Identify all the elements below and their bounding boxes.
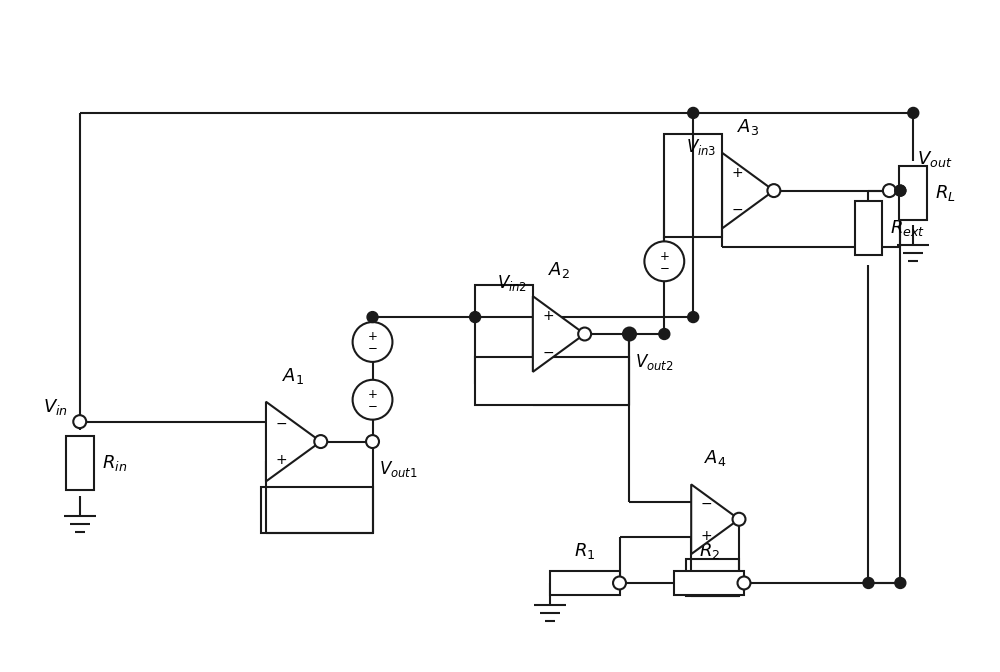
Circle shape [644,241,684,281]
Text: −: − [659,262,669,275]
Text: $R_{in}$: $R_{in}$ [102,453,127,473]
Text: $-$: $-$ [731,202,743,216]
Text: $R_1$: $R_1$ [574,541,595,561]
Text: $V_{in3}$: $V_{in3}$ [686,136,716,157]
Text: +: + [659,250,669,263]
Bar [686,559,739,596]
Circle shape [578,327,591,341]
Text: $+$: $+$ [700,529,712,542]
Text: −: − [368,401,377,413]
Polygon shape [266,402,321,481]
Circle shape [688,312,699,323]
Text: +: + [368,388,377,401]
Circle shape [470,312,481,323]
Text: $V_{in}$: $V_{in}$ [43,396,68,417]
Text: $+$: $+$ [542,309,554,323]
Circle shape [895,185,906,196]
Text: −: − [368,343,377,355]
Circle shape [688,108,699,118]
Text: $R_2$: $R_2$ [699,541,720,561]
Text: $A_3$: $A_3$ [737,117,759,137]
Circle shape [767,184,780,197]
Polygon shape [691,485,739,554]
Bar [66,435,94,491]
Circle shape [659,329,670,339]
Circle shape [883,184,896,197]
Text: $V_{out}$: $V_{out}$ [917,149,953,169]
Circle shape [863,577,874,589]
Circle shape [908,108,919,118]
Text: $+$: $+$ [275,454,287,467]
Circle shape [353,322,392,362]
Text: $-$: $-$ [275,416,287,430]
Bar [475,357,629,405]
Text: $+$: $+$ [731,166,743,180]
Circle shape [613,577,626,589]
Circle shape [314,435,327,448]
Bar [674,571,744,595]
Circle shape [733,513,745,526]
Text: $-$: $-$ [542,345,554,359]
Bar [261,487,373,533]
Circle shape [366,435,379,448]
Text: $V_{in2}$: $V_{in2}$ [497,274,527,293]
Text: $A_4$: $A_4$ [704,448,726,468]
Text: $R_L$: $R_L$ [935,183,956,203]
Circle shape [367,312,378,323]
Text: +: + [368,331,377,343]
Bar [855,200,882,255]
Text: $R_{ext}$: $R_{ext}$ [890,218,925,238]
Text: $V_{out2}$: $V_{out2}$ [635,352,674,372]
Circle shape [353,380,392,419]
Text: $-$: $-$ [700,496,712,510]
Text: $A_2$: $A_2$ [548,260,570,280]
Bar [550,571,620,595]
Text: $V_{out1}$: $V_{out1}$ [379,460,417,480]
Bar [664,134,722,237]
Polygon shape [533,296,585,372]
Circle shape [624,329,635,339]
Circle shape [895,577,906,589]
Text: $A_1$: $A_1$ [282,366,304,386]
Circle shape [73,415,86,428]
Circle shape [623,327,636,341]
Circle shape [738,577,750,589]
Bar [475,285,533,383]
Circle shape [895,185,906,196]
Bar [899,166,927,220]
Polygon shape [722,153,774,228]
